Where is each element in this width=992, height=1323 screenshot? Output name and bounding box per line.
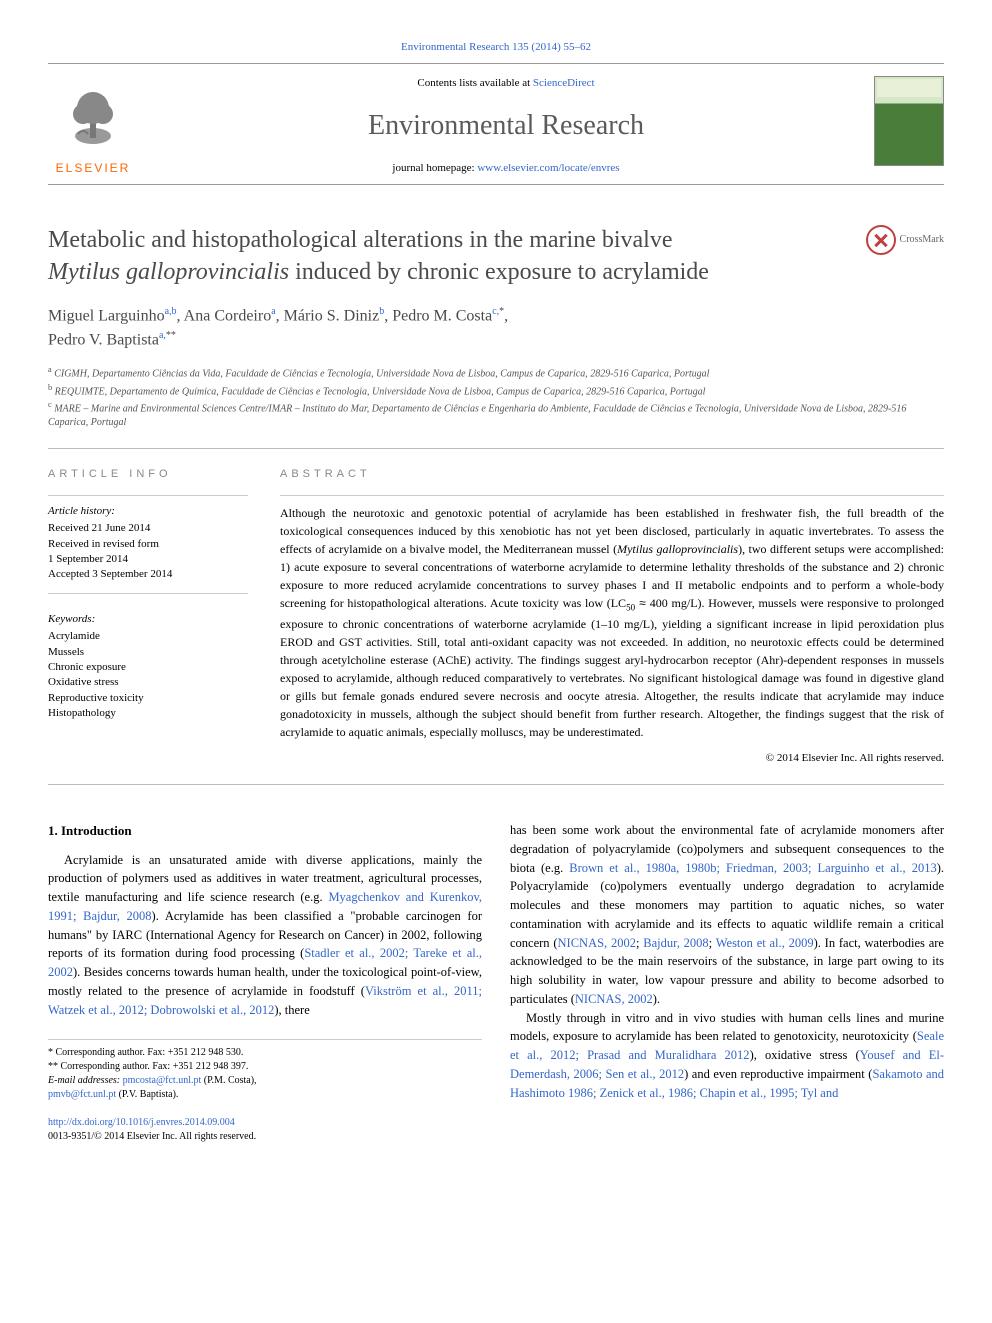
author-2-aff[interactable]: a (271, 306, 275, 317)
keyword: Oxidative stress (48, 675, 248, 690)
elsevier-wordmark: ELSEVIER (56, 160, 131, 177)
author-3-aff[interactable]: b (379, 306, 384, 317)
footnotes: * Corresponding author. Fax: +351 212 94… (48, 1039, 482, 1102)
ref-link[interactable]: NICNAS, 2002 (558, 936, 636, 950)
author-1: Miguel Larguinho (48, 307, 165, 324)
abstract-column: ABSTRACT Although the neurotoxic and gen… (280, 467, 944, 766)
title-line1: Metabolic and histopathological alterati… (48, 227, 672, 253)
contents-prefix: Contents lists available at (417, 77, 532, 89)
corresponding-2: ** Corresponding author. Fax: +351 212 9… (48, 1060, 482, 1074)
info-subrule (48, 495, 248, 496)
keyword: Histopathology (48, 706, 248, 721)
abstract-heading: ABSTRACT (280, 467, 944, 482)
history-revised-date: 1 September 2014 (48, 552, 248, 567)
journal-cover-thumbnail (874, 76, 944, 166)
affiliation-a: a CIGMH, Departamento Ciências da Vida, … (48, 364, 944, 381)
history-label: Article history: (48, 504, 248, 519)
history-revised: Received in revised form (48, 537, 248, 552)
keyword: Chronic exposure (48, 660, 248, 675)
body-column-right: has been some work about the environment… (510, 821, 944, 1144)
crossmark-icon (866, 225, 896, 255)
abstract-text: Although the neurotoxic and genotoxic po… (280, 504, 944, 741)
email-line-2: pmvb@fct.unl.pt (P.V. Baptista). (48, 1088, 482, 1102)
email-link-1[interactable]: pmcosta@fct.unl.pt (123, 1075, 202, 1086)
keyword: Mussels (48, 645, 248, 660)
corresponding-1: * Corresponding author. Fax: +351 212 94… (48, 1046, 482, 1060)
crossmark-badge[interactable]: CrossMark (866, 225, 944, 255)
ref-link[interactable]: NICNAS, 2002 (575, 992, 653, 1006)
elsevier-tree-icon (58, 86, 128, 156)
title-block: Metabolic and histopathological alterati… (48, 225, 944, 287)
doi-link[interactable]: http://dx.doi.org/10.1016/j.envres.2014.… (48, 1117, 235, 1128)
info-rule-bottom (48, 784, 944, 785)
citation-link[interactable]: Environmental Research 135 (2014) 55–62 (401, 41, 591, 53)
history-accepted: Accepted 3 September 2014 (48, 567, 248, 582)
journal-header: ELSEVIER Contents lists available at Sci… (48, 76, 944, 176)
keyword: Reproductive toxicity (48, 691, 248, 706)
author-5-aff[interactable]: a,** (159, 330, 176, 341)
crossmark-label: CrossMark (900, 233, 944, 247)
body-columns: 1. Introduction Acrylamide is an unsatur… (48, 821, 944, 1144)
intro-paragraph-1-cont: has been some work about the environment… (510, 821, 944, 1009)
info-subrule-2 (48, 593, 248, 594)
contents-line: Contents lists available at ScienceDirec… (154, 76, 858, 91)
elsevier-logo: ELSEVIER (48, 76, 138, 176)
authors-line: Miguel Larguinhoa,b, Ana Cordeiroa, Mári… (48, 304, 944, 353)
title-species: Mytilus galloprovincialis (48, 259, 289, 285)
doi-block: http://dx.doi.org/10.1016/j.envres.2014.… (48, 1116, 482, 1144)
intro-paragraph-2: Mostly through in vitro and in vivo stud… (510, 1009, 944, 1103)
history-received: Received 21 June 2014 (48, 521, 248, 536)
info-rule-top (48, 448, 944, 449)
keyword: Acrylamide (48, 629, 248, 644)
intro-paragraph-1: Acrylamide is an unsaturated amide with … (48, 851, 482, 1020)
intro-heading: 1. Introduction (48, 821, 482, 841)
sciencedirect-link[interactable]: ScienceDirect (533, 77, 595, 89)
header-center: Contents lists available at ScienceDirec… (138, 76, 874, 176)
article-info-block: ARTICLE INFO Article history: Received 2… (48, 467, 944, 766)
author-4: Pedro M. Costa (392, 307, 492, 324)
author-4-aff[interactable]: c,* (492, 306, 504, 317)
affiliation-c: c MARE – Marine and Environmental Scienc… (48, 399, 944, 430)
email-link-2[interactable]: pmvb@fct.unl.pt (48, 1089, 116, 1100)
ref-link[interactable]: Weston et al., 2009 (716, 936, 814, 950)
abstract-subrule (280, 495, 944, 496)
homepage-line: journal homepage: www.elsevier.com/locat… (154, 161, 858, 176)
author-5: Pedro V. Baptista (48, 331, 159, 348)
journal-name: Environmental Research (154, 106, 858, 145)
homepage-link[interactable]: www.elsevier.com/locate/envres (477, 162, 619, 174)
ref-link[interactable]: Bajdur, 2008 (643, 936, 708, 950)
header-rule-top (48, 63, 944, 64)
email-line: E-mail addresses: pmcosta@fct.unl.pt (P.… (48, 1074, 482, 1088)
article-info-heading: ARTICLE INFO (48, 467, 248, 482)
author-1-aff[interactable]: a,b (165, 306, 177, 317)
homepage-prefix: journal homepage: (392, 162, 477, 174)
author-2: Ana Cordeiro (184, 307, 272, 324)
ref-link[interactable]: Brown et al., 1980a, 1980b; Friedman, 20… (569, 861, 936, 875)
abstract-copyright: © 2014 Elsevier Inc. All rights reserved… (280, 751, 944, 766)
title-rest: induced by chronic exposure to acrylamid… (289, 259, 709, 285)
article-title: Metabolic and histopathological alterati… (48, 225, 866, 287)
header-rule-bottom (48, 184, 944, 185)
keywords-label: Keywords: (48, 612, 248, 627)
author-3: Mário S. Diniz (284, 307, 380, 324)
article-info-left: ARTICLE INFO Article history: Received 2… (48, 467, 248, 766)
affiliation-b: b REQUIMTE, Departamento de Química, Fac… (48, 382, 944, 399)
affiliations: a CIGMH, Departamento Ciências da Vida, … (48, 364, 944, 430)
body-column-left: 1. Introduction Acrylamide is an unsatur… (48, 821, 482, 1144)
citation-line: Environmental Research 135 (2014) 55–62 (48, 40, 944, 55)
issn-line: 0013-9351/© 2014 Elsevier Inc. All right… (48, 1131, 256, 1142)
